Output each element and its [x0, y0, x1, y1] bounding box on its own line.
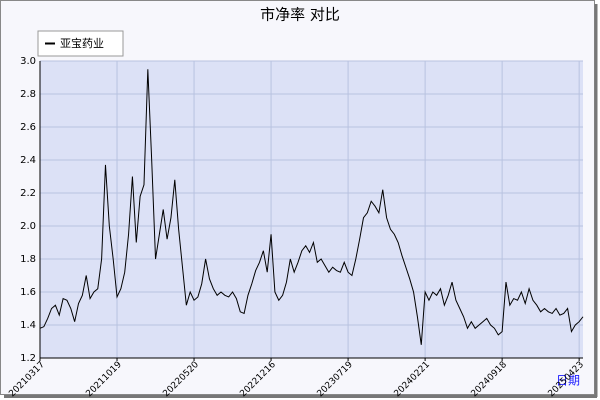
- y-tick-label: 2.4: [20, 155, 36, 166]
- x-axis-label: 日期: [556, 374, 580, 388]
- line: [39, 69, 584, 345]
- y-tick-label: 1.4: [20, 320, 36, 331]
- chart-title: 市净率 对比: [260, 6, 340, 24]
- y-tick-label: 3.0: [20, 56, 36, 67]
- legend: 亚宝药业: [37, 30, 124, 57]
- y-tick-label: 2.6: [20, 122, 36, 133]
- y-tick-label: 1.6: [20, 287, 36, 298]
- legend-label: 亚宝药业: [60, 36, 104, 50]
- plot-area: [40, 61, 583, 358]
- y-tick-label: 1.8: [20, 254, 36, 265]
- y-tick-label: 1.2: [20, 353, 36, 364]
- y-tick-label: 2.2: [20, 188, 36, 199]
- y-tick-label: 2.0: [20, 221, 36, 232]
- y-tick-label: 2.8: [20, 89, 36, 100]
